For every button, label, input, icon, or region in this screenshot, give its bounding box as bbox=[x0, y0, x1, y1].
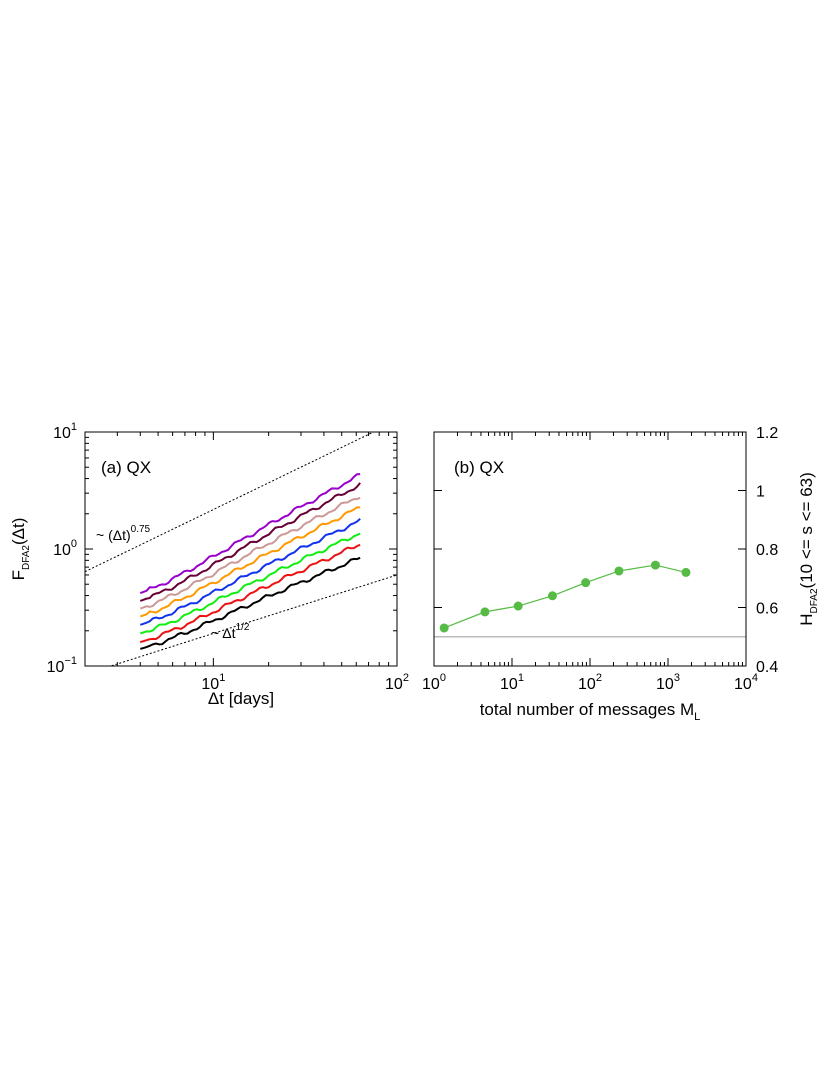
panel-a-x-axis-label: Δt [days] bbox=[208, 689, 274, 708]
series-line-6 bbox=[139, 482, 361, 602]
series-line-3 bbox=[139, 518, 361, 626]
x-tick-label: 100 bbox=[422, 672, 446, 693]
x-tick-label: 102 bbox=[385, 672, 409, 693]
data-point bbox=[650, 560, 660, 570]
y-tick-label: 1.2 bbox=[756, 425, 778, 442]
data-point bbox=[681, 567, 691, 577]
y-tick-label: 1 bbox=[756, 484, 765, 501]
x-tick-label: 104 bbox=[734, 672, 758, 693]
panel-a-ticks: 101 102 10−1 100 101 bbox=[47, 421, 409, 693]
x-tick-label: 102 bbox=[578, 672, 602, 693]
panel-b-y-axis-label: HDFA2(10 <= s <= 63) bbox=[797, 472, 820, 626]
series-line-5 bbox=[139, 496, 361, 610]
series-line-1 bbox=[139, 543, 361, 644]
y-tick-label: 101 bbox=[53, 421, 77, 442]
y-tick-label: 0.8 bbox=[756, 542, 778, 559]
data-point bbox=[439, 623, 449, 633]
ref-line-075-label: ~ (Δt)0.75 bbox=[96, 524, 151, 543]
data-point bbox=[513, 601, 523, 611]
x-tick-label: 103 bbox=[656, 672, 680, 693]
panel-b-label: (b) QX bbox=[454, 458, 504, 477]
series-line-7 bbox=[139, 473, 361, 595]
data-point bbox=[547, 591, 557, 601]
ref-line-half-label: ~ Δt1/2 bbox=[211, 622, 250, 641]
x-tick-label: 101 bbox=[201, 672, 225, 693]
y-tick-label: 10−1 bbox=[47, 655, 77, 676]
panel-a-y-axis-label: FDFA2(Δt) bbox=[9, 518, 32, 581]
x-tick-label: 101 bbox=[500, 672, 524, 693]
data-point bbox=[480, 607, 490, 617]
series-line-4 bbox=[139, 506, 361, 618]
y-tick-label: 0.4 bbox=[756, 659, 778, 676]
panel-b-plot-area bbox=[434, 560, 746, 638]
reference-line-0 bbox=[85, 432, 375, 573]
panel-a-plot-area bbox=[85, 432, 397, 666]
data-point bbox=[581, 578, 591, 588]
data-point bbox=[614, 566, 624, 576]
y-tick-label: 100 bbox=[53, 538, 77, 559]
y-tick-label: 0.6 bbox=[756, 601, 778, 618]
panel-a: 101 102 10−1 100 101 (a) QX ~ (Δt)0.75 ~ Δt1… bbox=[9, 421, 409, 708]
series-line-0 bbox=[443, 564, 687, 629]
series-line-0 bbox=[140, 556, 361, 650]
panel-b-x-axis-label: total number of messages ML bbox=[480, 700, 701, 723]
panel-a-label: (a) QX bbox=[101, 458, 151, 477]
series-line-2 bbox=[139, 532, 361, 635]
reference-line-1 bbox=[109, 574, 397, 666]
